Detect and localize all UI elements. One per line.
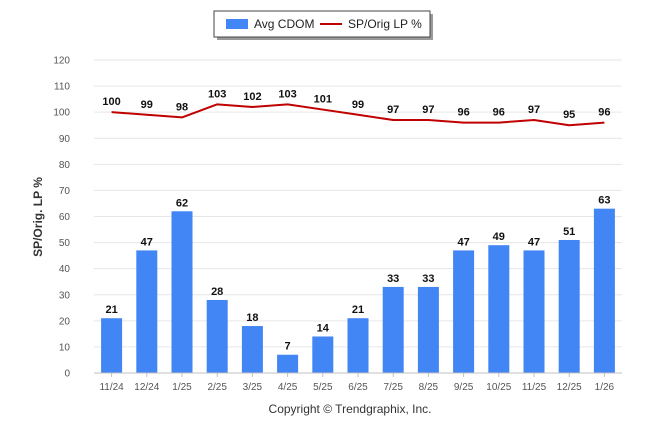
line-value-label: 103 [278, 88, 296, 100]
y-tick-label: 30 [59, 290, 71, 301]
bar [347, 318, 369, 373]
bar-value-label: 33 [422, 273, 434, 285]
bar [171, 211, 193, 373]
y-tick-label: 0 [64, 369, 70, 380]
line-value-label: 102 [243, 91, 261, 103]
legend-bar-swatch-icon [226, 19, 248, 29]
x-tick-label: 2/25 [207, 382, 227, 393]
bar-value-label: 47 [528, 236, 540, 248]
legend[interactable]: Avg CDOM SP/Orig LP % [213, 10, 433, 40]
bar-value-label: 51 [563, 226, 575, 238]
bar-value-label: 18 [246, 312, 258, 324]
bar-data-labels: 21 47 62 28 18 7 14 21 33 33 47 49 47 51 63 [105, 195, 610, 353]
bar [241, 326, 263, 373]
line-value-label: 96 [598, 107, 610, 119]
bar [382, 286, 404, 373]
line-data-labels: 100 99 98 103 102 103 101 99 97 97 96 96 97 95 96 [102, 88, 610, 121]
x-tick-label: 12/24 [134, 382, 159, 393]
bar [277, 354, 299, 373]
y-tick-label: 40 [59, 264, 71, 275]
line-value-label: 97 [422, 104, 434, 116]
x-tick-label: 8/25 [419, 382, 439, 393]
x-tick-label: 1/26 [595, 382, 615, 393]
legend-bar-label: Avg CDOM [254, 17, 314, 31]
x-tick-label: 4/25 [278, 382, 298, 393]
bar-value-label: 7 [285, 341, 291, 353]
line-value-label: 97 [528, 104, 540, 116]
line-value-label: 103 [208, 88, 226, 100]
x-axis-ticks: 11/24 12/24 1/25 2/25 3/25 4/25 5/25 6/25 7/25 8/… [99, 373, 615, 393]
bar-value-label: 21 [352, 304, 364, 316]
y-tick-label: 50 [59, 238, 71, 249]
x-tick-label: 3/25 [243, 382, 263, 393]
line-series [111, 103, 605, 127]
line-value-label: 95 [563, 109, 575, 121]
y-tick-label: 110 [54, 82, 70, 93]
bar-value-label: 47 [457, 236, 469, 248]
y-tick-label: 60 [59, 212, 71, 223]
y-tick-label: 100 [53, 108, 70, 119]
y-tick-label: 80 [59, 160, 71, 171]
bar [523, 250, 545, 373]
y-axis-title: SP/Orig. LP % [31, 177, 45, 257]
bar [453, 250, 475, 373]
bar-value-label: 28 [211, 286, 223, 298]
bar-series [101, 208, 615, 373]
x-tick-label: 12/25 [557, 382, 582, 393]
x-tick-label: 11/25 [522, 382, 547, 393]
line-value-label: 97 [387, 104, 399, 116]
bar [417, 286, 439, 373]
y-tick-label: 70 [59, 186, 71, 197]
copyright-text: Copyright © Trendgraphix, Inc. [269, 402, 432, 416]
x-tick-label: 7/25 [383, 382, 403, 393]
legend-line-label: SP/Orig LP % [348, 17, 422, 31]
bar [488, 245, 510, 373]
bar [558, 239, 580, 373]
y-axis-ticks: 0 10 20 30 40 50 60 70 80 90 100 110 120 [53, 56, 70, 380]
bar-value-label: 33 [387, 273, 399, 285]
bar-value-label: 49 [493, 231, 505, 243]
x-tick-label: 11/24 [99, 382, 124, 393]
line-value-label: 98 [176, 101, 188, 113]
line-value-label: 100 [102, 96, 120, 108]
x-tick-label: 10/25 [486, 382, 511, 393]
bar-value-label: 14 [317, 322, 330, 334]
y-tick-label: 120 [53, 56, 70, 67]
line-series-path [111, 103, 605, 127]
x-tick-label: 9/25 [454, 382, 474, 393]
bar [101, 318, 123, 373]
x-tick-label: 5/25 [313, 382, 333, 393]
line-value-label: 96 [493, 107, 505, 119]
y-tick-label: 90 [59, 134, 71, 145]
y-tick-label: 10 [59, 342, 71, 353]
y-tick-label: 20 [59, 316, 71, 327]
bar [312, 336, 334, 373]
line-value-label: 96 [457, 107, 469, 119]
bar-value-label: 63 [598, 195, 610, 207]
line-value-label: 99 [352, 99, 364, 111]
bar [206, 299, 228, 373]
x-tick-label: 6/25 [348, 382, 368, 393]
x-tick-label: 1/25 [172, 382, 192, 393]
bar [593, 208, 615, 373]
bar-value-label: 21 [105, 304, 117, 316]
bar-value-label: 62 [176, 197, 188, 209]
bar-value-label: 47 [141, 236, 153, 248]
line-value-label: 101 [314, 94, 332, 106]
line-value-label: 99 [141, 99, 153, 111]
bar [136, 250, 158, 373]
